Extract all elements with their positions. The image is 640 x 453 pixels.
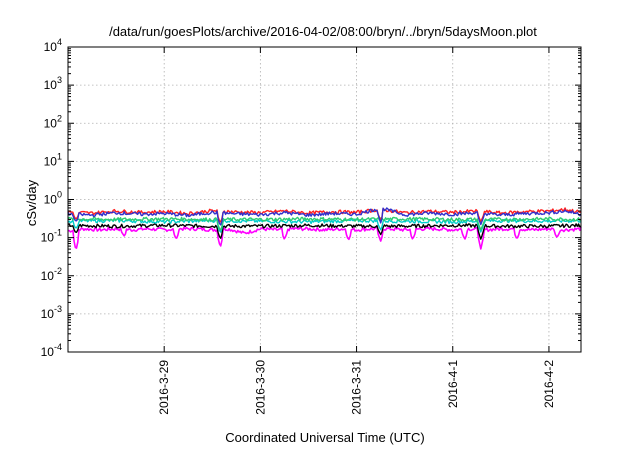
y-tick-label: 10-1	[41, 228, 62, 245]
x-tick-label: 2016-4-1	[446, 360, 460, 408]
series-line	[67, 226, 582, 250]
series-group	[67, 207, 582, 250]
series-line	[67, 216, 582, 231]
series-line	[67, 218, 582, 233]
y-tick-label: 100	[44, 190, 62, 207]
y-tick-label: 103	[44, 75, 62, 92]
y-tick-label: 10-3	[41, 304, 62, 321]
x-axis-label: Coordinated Universal Time (UTC)	[225, 430, 424, 445]
y-axis-label: cSv/day	[24, 179, 39, 226]
x-tick-label: 2016-3-30	[253, 360, 267, 415]
series-line	[67, 207, 582, 226]
y-tick-label: 10-2	[41, 266, 62, 283]
x-tick-label: 2016-4-2	[542, 360, 556, 408]
chart-title: /data/run/goesPlots/archive/2016-04-02/0…	[109, 24, 537, 39]
y-tick-label: 101	[44, 151, 62, 168]
x-tick-label: 2016-3-31	[350, 360, 364, 415]
grid-lines	[68, 47, 581, 352]
y-tick-label: 10-4	[41, 342, 62, 359]
axis-ticks: 104 103 102 101 100 10-1 10-2 10-3 10-4 2016-3-29…	[41, 37, 581, 415]
y-tick-label: 104	[44, 37, 62, 54]
y-tick-label: 102	[44, 113, 62, 130]
x-tick-label: 2016-3-29	[157, 360, 171, 415]
series-line	[67, 223, 582, 240]
